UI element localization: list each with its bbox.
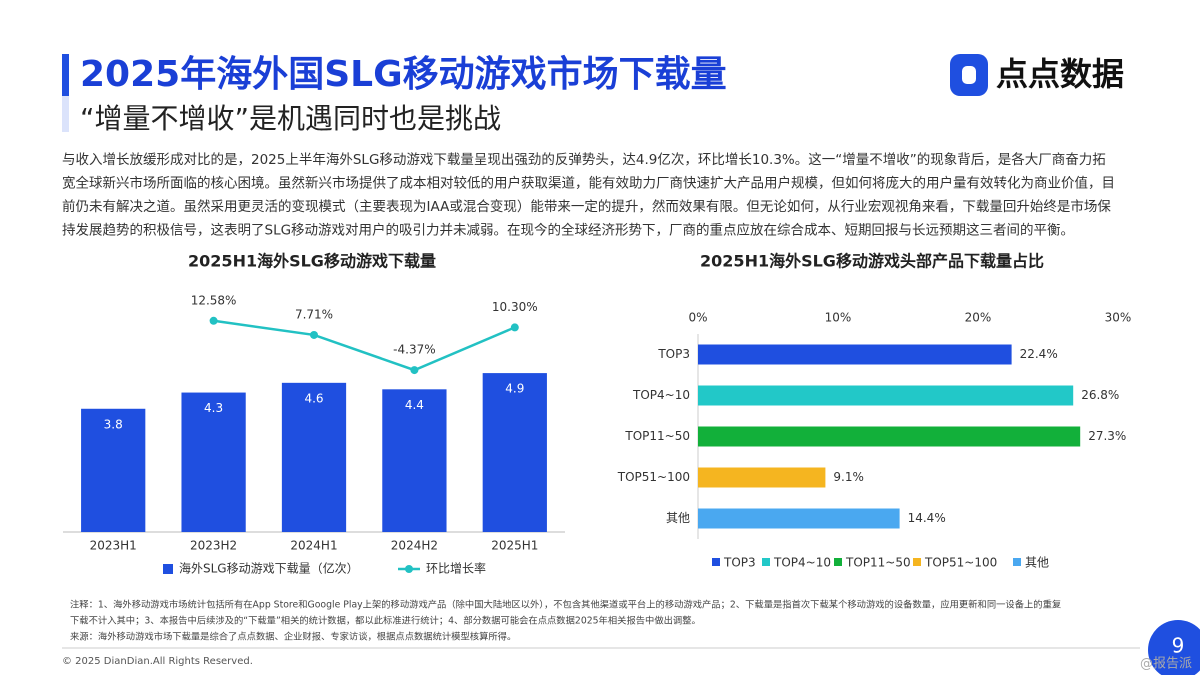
growth-label: 10.30% (492, 300, 538, 314)
bar (698, 344, 1012, 365)
legend-label: TOP3 (723, 556, 756, 570)
legend-swatch (163, 564, 173, 574)
growth-point (209, 316, 218, 325)
copyright: © 2025 DianDian.All Rights Reserved. (62, 656, 253, 667)
page-number: 9 (1172, 634, 1185, 658)
body-line: 前仍未有解决之道。虽然采用更灵活的变现模式（主要表现为IAA或混合变现）能带来一… (62, 198, 1111, 215)
bar (698, 508, 900, 529)
x-tick-label: 2025H1 (491, 539, 538, 553)
body-text: 与收入增长放缓形成对比的是，2025上半年海外SLG移动游戏下载量呈现出强劲的反… (62, 151, 1115, 239)
logo: 点点数据 (950, 54, 1124, 96)
bar-value-label: 9.1% (833, 470, 864, 484)
growth-point (410, 366, 419, 375)
x-tick-label: 0% (688, 311, 707, 325)
x-tick-label: 2024H1 (290, 539, 337, 553)
bar (698, 426, 1081, 447)
growth-label: 7.71% (295, 307, 333, 321)
growth-label: 12.58% (191, 293, 237, 307)
bar (382, 389, 447, 532)
legend-swatch (834, 558, 842, 566)
bar-value-label: 4.9 (505, 382, 524, 396)
growth-line (213, 319, 516, 372)
bar (281, 382, 347, 532)
hbar-chart: 2025H1海外SLG移动游戏头部产品下载量占比 0% 10% 20% 30% TOP3 2… (617, 252, 1132, 570)
legend-swatch-dot (405, 565, 413, 573)
growth-label: -4.37% (393, 343, 435, 357)
growth-point (310, 330, 318, 339)
body-line: 宽全球新兴市场所面临的核心困境。虽然新兴市场提供了成本相对较低的用户获取渠道，能… (62, 175, 1115, 192)
bar (698, 467, 826, 488)
bar (482, 373, 547, 532)
bar (81, 408, 146, 532)
watermark: @报告派 (1140, 657, 1192, 672)
bar-value-label: 27.3% (1088, 429, 1126, 443)
y-tick-label: TOP3 (657, 347, 690, 361)
note-line: 注释：1、海外移动游戏市场统计包括所有在App Store和Google Pla… (70, 599, 1061, 611)
note-line: 下载不计入其中；3、本报告中后续涉及的“下载量”相关的统计数据，都以此标准进行统… (70, 615, 701, 627)
growth-point (510, 323, 519, 332)
page-badge (1148, 620, 1200, 675)
body-line: 持发展趋势的积极信号，这表明了SLG移动游戏对用户的吸引力并未减弱。在现今的全球… (62, 222, 1074, 239)
note-line: 来源：海外移动游戏市场下载量是综合了点点数据、企业财报、专家访谈，根据点点数据统… (70, 631, 516, 643)
page-subtitle: “增量不增收”是机遇同时也是挑战 (80, 102, 501, 135)
bar-value-label: 26.8% (1081, 388, 1119, 402)
y-tick-label: TOP11~50 (624, 429, 690, 443)
legend-swatch (712, 558, 720, 566)
y-tick-label: 其他 (666, 511, 690, 525)
title-accent (62, 54, 69, 96)
title-accent-light (62, 96, 69, 132)
legend-label: 海外SLG移动游戏下载量（亿次） (179, 561, 359, 576)
bar (181, 392, 246, 532)
logo-text: 点点数据 (996, 55, 1124, 93)
x-tick-label: 10% (825, 311, 852, 325)
page-title: 2025年海外国SLG移动游戏市场下载量 (80, 54, 727, 95)
legend-swatch (1013, 558, 1021, 566)
bar-value-label: 22.4% (1020, 347, 1058, 361)
logo-icon-hole (962, 66, 976, 84)
bar (698, 385, 1074, 406)
bar-value-label: 4.6 (304, 391, 323, 405)
legend-label: TOP11~50 (845, 556, 911, 570)
x-tick-label: 2023H1 (90, 539, 137, 553)
chart-title: 2025H1海外SLG移动游戏头部产品下载量占比 (700, 252, 1044, 271)
legend-label: TOP4~10 (773, 556, 831, 570)
y-tick-label: TOP4~10 (632, 388, 690, 402)
x-tick-label: 2023H2 (190, 539, 237, 553)
bar-line-chart: 2025H1海外SLG移动游戏下载量 2023H1 2023H2 2024H1 2024… (63, 252, 565, 576)
legend-label: 环比增长率 (426, 561, 486, 576)
bar-value-label: 4.4 (405, 398, 424, 412)
legend-swatch (762, 558, 770, 566)
legend-swatch (913, 558, 921, 566)
bar-value-label: 4.3 (204, 401, 223, 415)
y-tick-label: TOP51~100 (617, 470, 690, 484)
chart-title: 2025H1海外SLG移动游戏下载量 (188, 252, 436, 271)
x-tick-label: 20% (965, 311, 992, 325)
legend-label: 其他 (1025, 556, 1049, 570)
bar-value-label: 3.8 (104, 417, 123, 431)
legend-label: TOP51~100 (924, 556, 997, 570)
bar-value-label: 14.4% (908, 511, 946, 525)
x-tick-label: 2024H2 (391, 539, 438, 553)
notes: 注释：1、海外移动游戏市场统计包括所有在App Store和Google Pla… (70, 599, 1061, 643)
body-line: 与收入增长放缓形成对比的是，2025上半年海外SLG移动游戏下载量呈现出强劲的反… (62, 151, 1106, 168)
x-tick-label: 30% (1105, 311, 1132, 325)
